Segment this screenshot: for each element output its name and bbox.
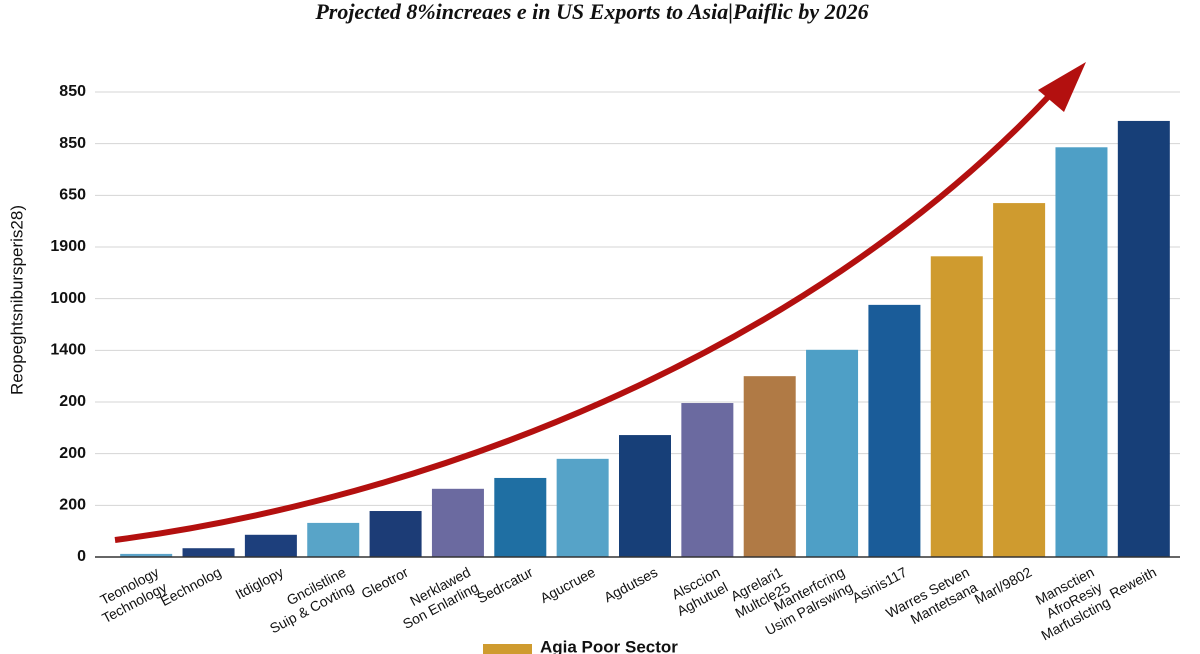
bar [993,203,1046,558]
bar [681,403,734,557]
bar [868,304,921,557]
legend-swatch [483,644,532,654]
x-tick-label: Agdutses [601,564,660,606]
bar [743,376,796,557]
bar [494,477,547,557]
arrow-head [1038,62,1086,112]
y-tick-label: 200 [59,497,86,514]
x-tick-label: Agucruee [537,564,598,606]
y-tick-label: 850 [59,135,86,152]
y-tick-label: 1000 [50,290,86,307]
bars [120,120,1170,558]
bar [556,458,609,557]
y-tick-label: 1400 [50,342,86,359]
trend-arrow [114,92,1053,543]
x-tick-label: Eechnolog [158,564,224,609]
y-tick-label: 200 [59,393,86,410]
bar [244,534,297,557]
bar [307,522,360,557]
y-tick-label: 1900 [50,238,86,255]
x-tick-label: Sedrcatur [474,564,535,607]
y-tick-label: 650 [59,187,86,204]
bar [1055,147,1108,558]
x-tick-label: Marl/9802 [972,564,1035,607]
bar [431,488,484,557]
bar [1117,120,1170,557]
legend-label: Agia Poor Sector [540,637,678,654]
y-tick-label: 200 [59,445,86,462]
y-tick-label: 850 [59,83,86,100]
bar [120,553,173,557]
x-tick-label: Itdiglopy [232,564,286,603]
grid: 0 200 200 200 1400 1000 1900 650 850 850 [50,83,1180,565]
x-tick-label: Reweith [1107,564,1159,602]
bar [182,548,235,557]
bar [806,349,859,557]
y-tick-label: 0 [77,548,86,565]
x-tick-label: Gleotror [359,564,411,602]
y-axis-label: Reopeghtsnibursperis28) [7,205,26,395]
bar [619,435,671,557]
bar [930,256,983,557]
chart-title: Projected 8%increaes e in US Exports to … [314,0,868,24]
bar [369,511,422,557]
